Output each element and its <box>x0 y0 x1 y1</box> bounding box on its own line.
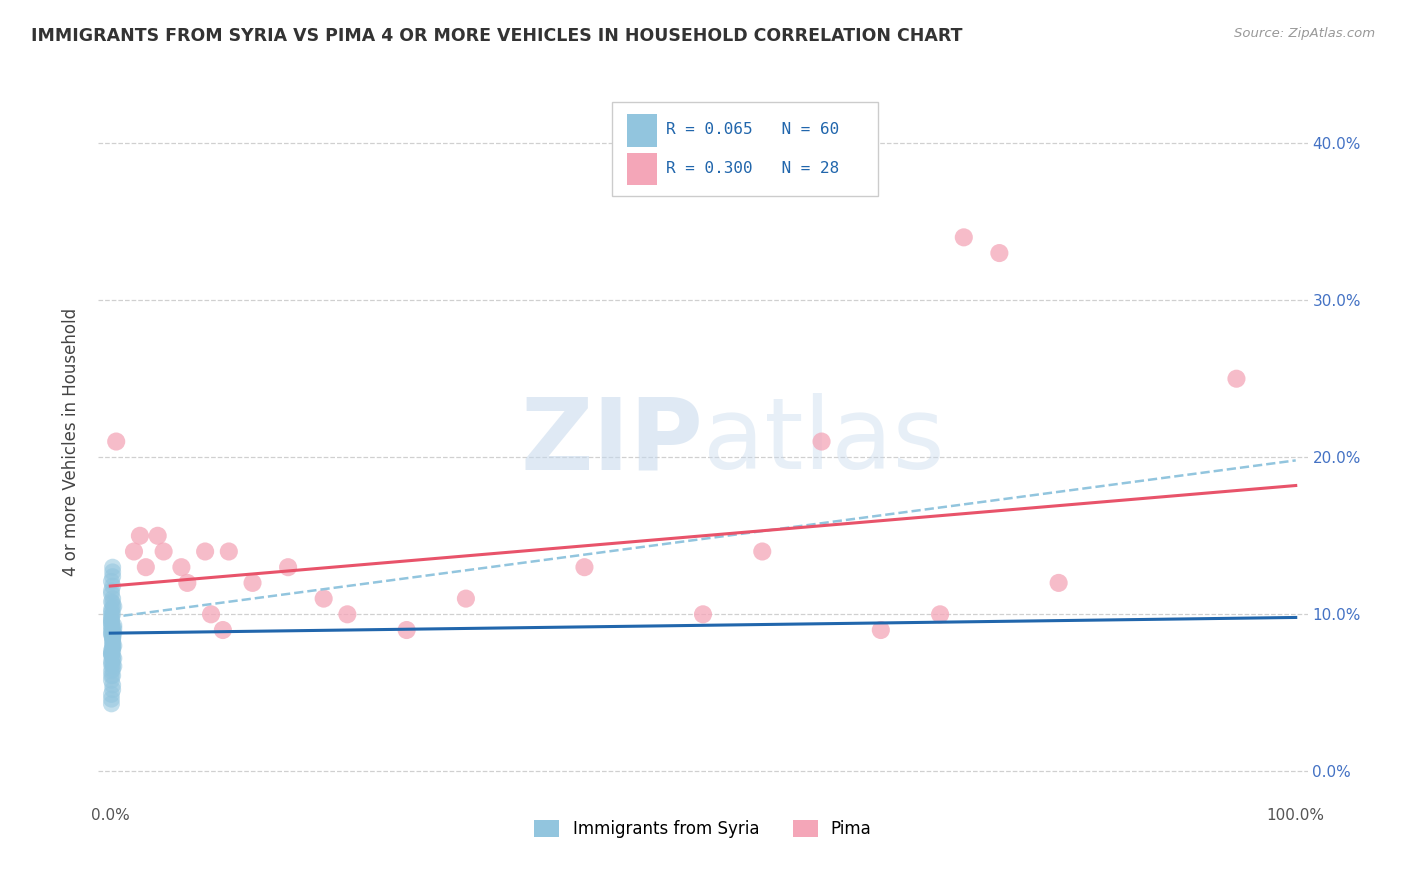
Point <box>100 668 122 682</box>
Point <box>100 643 122 657</box>
Point <box>101 596 124 610</box>
Point <box>312 591 335 606</box>
Point <box>100 595 122 609</box>
Point <box>810 434 832 449</box>
Point <box>100 655 122 669</box>
Point <box>101 657 124 672</box>
Point <box>100 614 122 628</box>
Point <box>105 434 128 449</box>
Point <box>101 682 124 697</box>
Point <box>101 631 124 645</box>
Point <box>218 544 240 558</box>
Point <box>101 579 124 593</box>
Point <box>146 529 169 543</box>
Point <box>100 687 122 701</box>
Point <box>100 606 122 620</box>
Point <box>100 620 122 634</box>
Point <box>929 607 952 622</box>
Point <box>100 648 122 662</box>
Point <box>100 583 122 598</box>
Text: ZIP: ZIP <box>520 393 703 490</box>
Point <box>988 246 1011 260</box>
Point <box>692 607 714 622</box>
Point <box>101 622 124 636</box>
Y-axis label: 4 or more Vehicles in Household: 4 or more Vehicles in Household <box>62 308 80 575</box>
Point <box>100 612 122 626</box>
Point <box>101 634 124 648</box>
Point <box>101 635 124 649</box>
Point <box>170 560 193 574</box>
Point <box>101 601 124 615</box>
Point <box>100 587 122 601</box>
Point <box>101 591 124 606</box>
Point <box>212 623 235 637</box>
Point <box>100 574 122 589</box>
Point <box>100 647 122 661</box>
Point <box>129 529 152 543</box>
Point <box>101 560 124 574</box>
Point <box>135 560 157 574</box>
FancyBboxPatch shape <box>613 102 879 196</box>
Point <box>952 230 974 244</box>
Point <box>101 649 124 664</box>
Point <box>101 569 124 583</box>
Point <box>101 631 124 645</box>
Point <box>200 607 222 622</box>
Text: Source: ZipAtlas.com: Source: ZipAtlas.com <box>1234 27 1375 40</box>
Text: atlas: atlas <box>703 393 945 490</box>
Point <box>101 678 124 692</box>
Text: R = 0.300   N = 28: R = 0.300 N = 28 <box>665 161 839 176</box>
Text: R = 0.065   N = 60: R = 0.065 N = 60 <box>665 122 839 136</box>
Point <box>101 668 124 682</box>
Point <box>100 626 122 640</box>
Point <box>100 697 122 711</box>
Point <box>101 607 124 622</box>
Point <box>100 664 122 678</box>
Point <box>100 602 122 616</box>
Point <box>1047 575 1070 590</box>
Point <box>277 560 299 574</box>
Point <box>103 626 125 640</box>
FancyBboxPatch shape <box>627 114 657 147</box>
Point <box>101 645 124 659</box>
Point <box>176 575 198 590</box>
Point <box>100 608 122 623</box>
Point <box>395 623 418 637</box>
Point <box>103 659 125 673</box>
Point <box>100 692 122 706</box>
Point <box>101 662 124 676</box>
Point <box>869 623 891 637</box>
Point <box>454 591 477 606</box>
Text: IMMIGRANTS FROM SYRIA VS PIMA 4 OR MORE VEHICLES IN HOUSEHOLD CORRELATION CHART: IMMIGRANTS FROM SYRIA VS PIMA 4 OR MORE … <box>31 27 963 45</box>
Point <box>101 631 124 645</box>
Point <box>194 544 217 558</box>
Point <box>122 544 145 558</box>
Point <box>100 628 122 642</box>
Point <box>103 622 125 636</box>
Point <box>336 607 359 622</box>
Point <box>100 657 122 672</box>
Point <box>101 641 124 656</box>
Point <box>152 544 174 558</box>
Point <box>101 653 124 667</box>
Point <box>100 615 122 630</box>
Point <box>100 616 122 631</box>
Point <box>574 560 596 574</box>
Point <box>1225 372 1247 386</box>
Point <box>103 618 125 632</box>
Point <box>101 640 124 655</box>
Point <box>103 599 125 614</box>
Point <box>101 565 124 579</box>
Point <box>751 544 773 558</box>
Legend: Immigrants from Syria, Pima: Immigrants from Syria, Pima <box>527 814 879 845</box>
Point <box>100 673 122 688</box>
Point <box>103 651 125 665</box>
FancyBboxPatch shape <box>627 153 657 185</box>
Point <box>101 626 124 640</box>
Point <box>101 639 124 653</box>
Point <box>100 623 122 637</box>
Point <box>100 647 122 661</box>
Point <box>103 639 125 653</box>
Point <box>242 575 264 590</box>
